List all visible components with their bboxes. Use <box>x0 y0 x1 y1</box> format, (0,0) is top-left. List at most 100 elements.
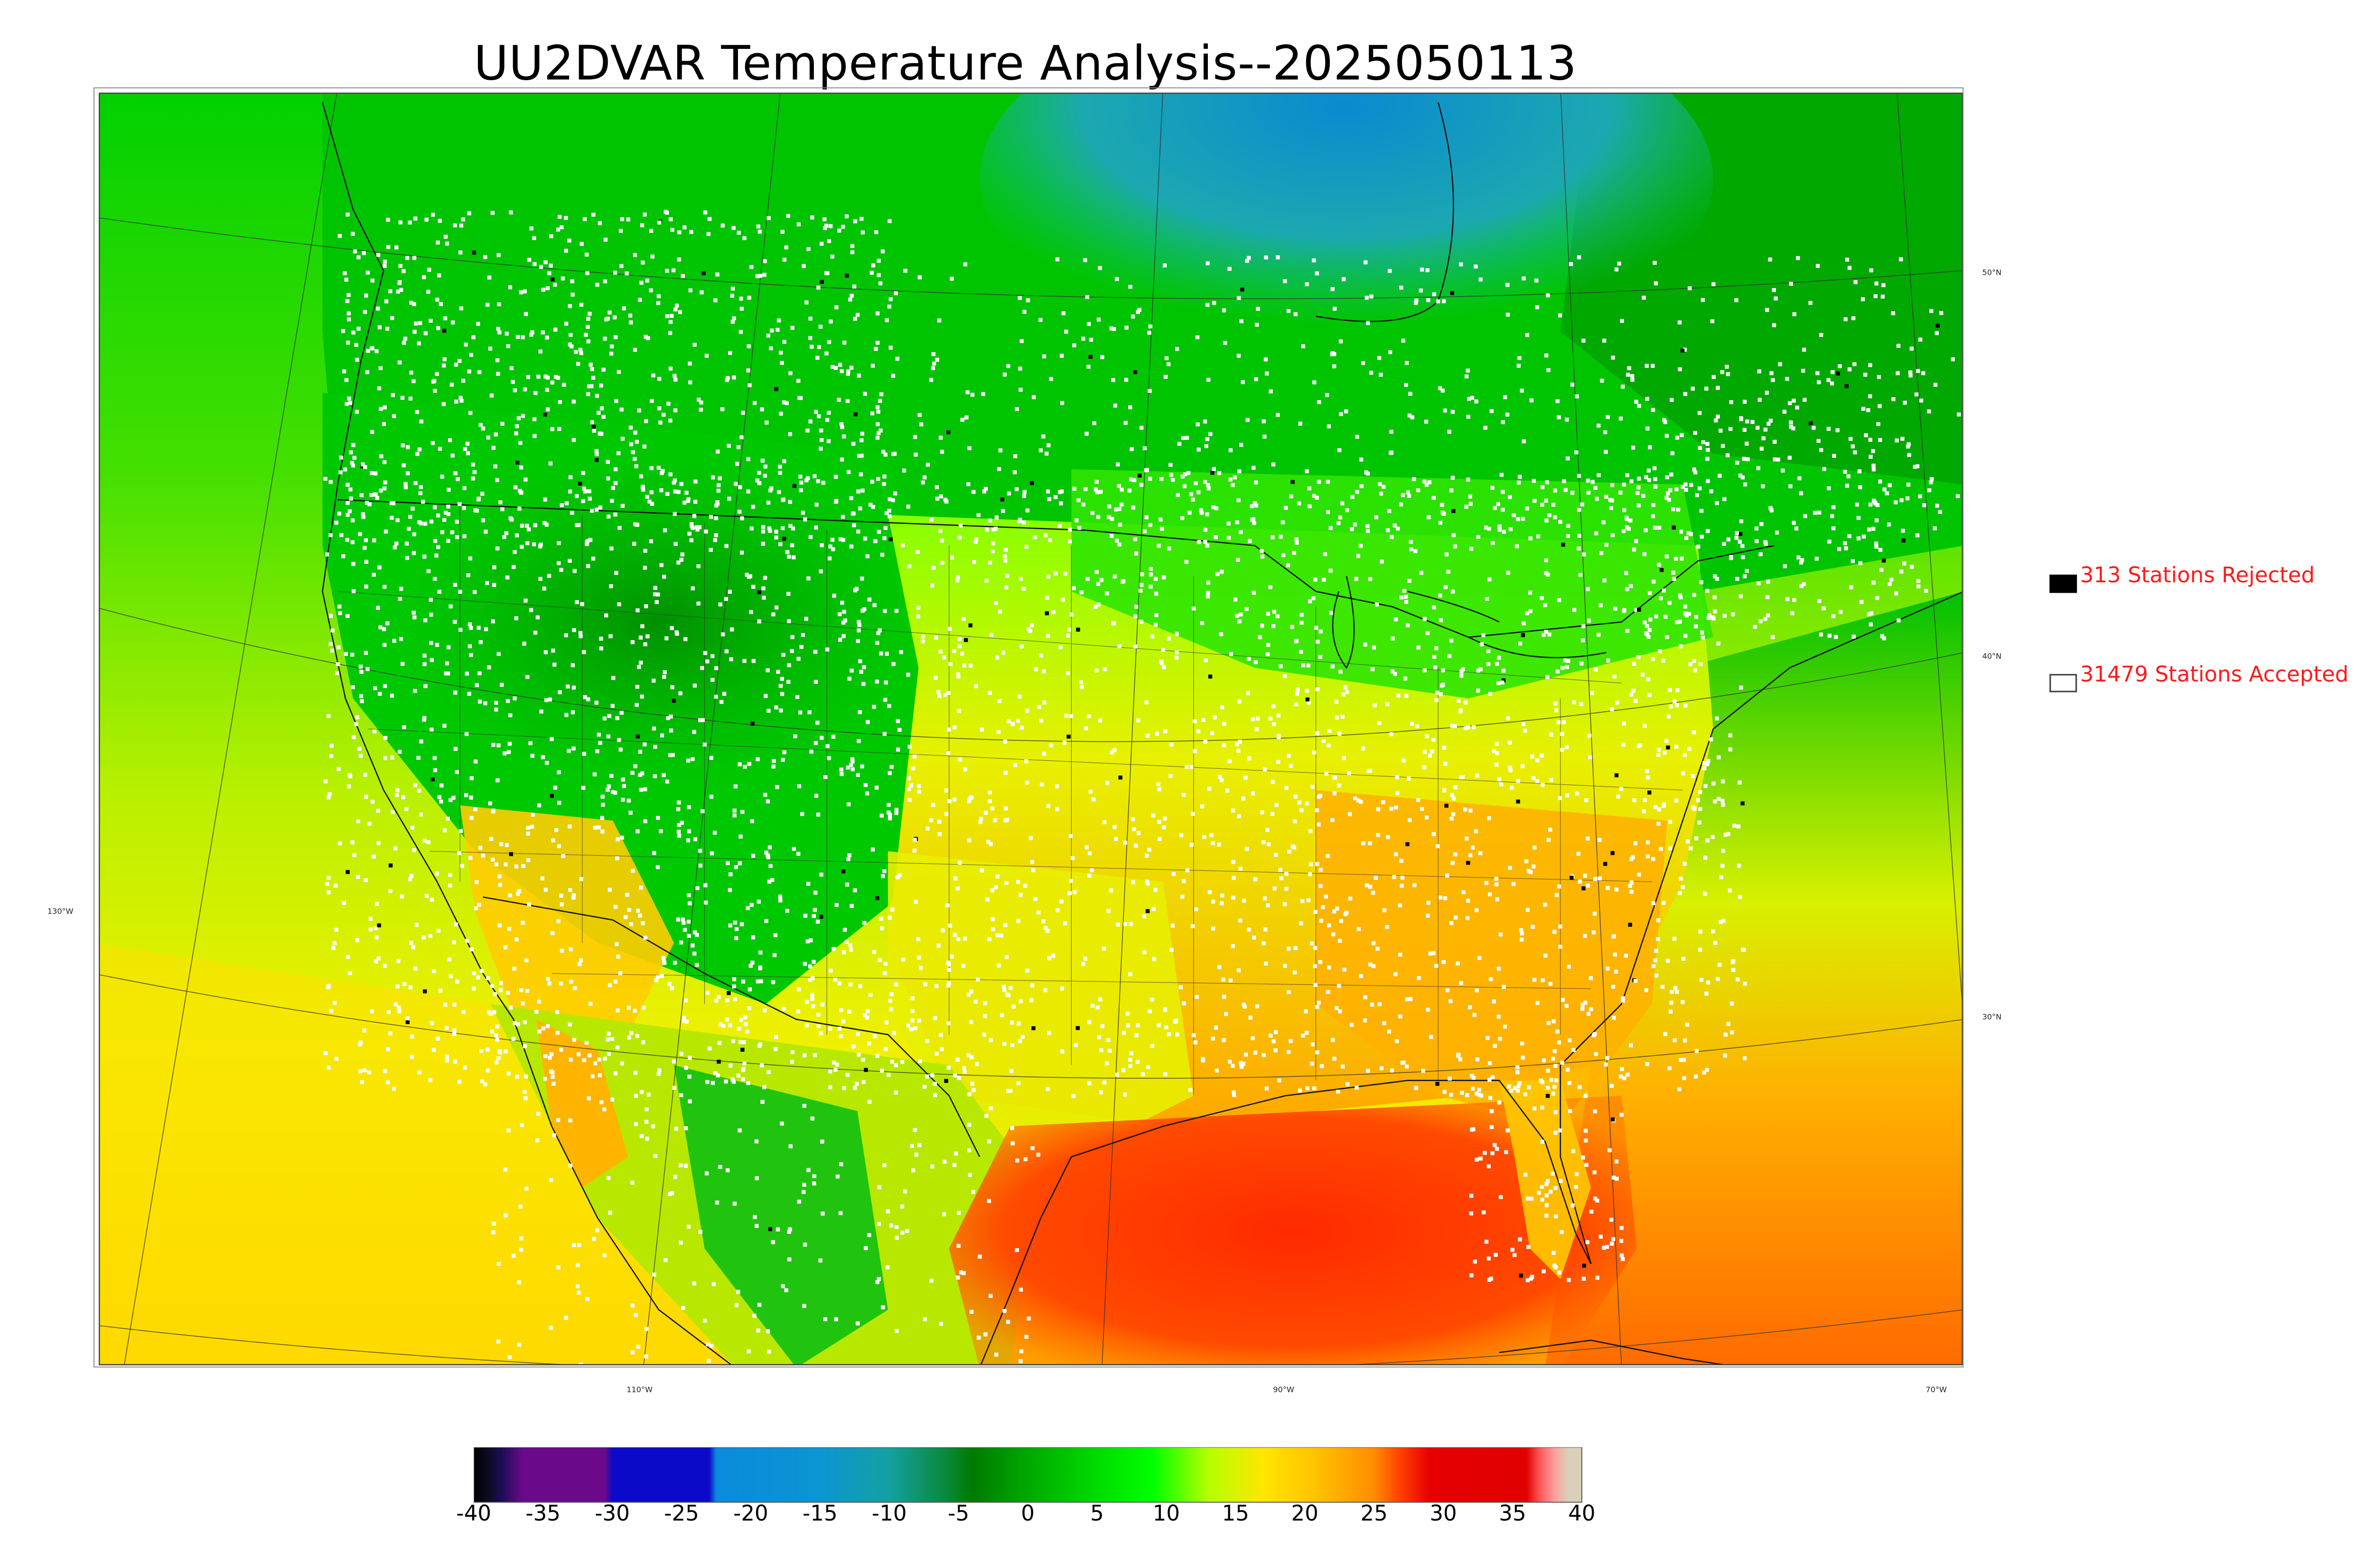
station-marker <box>415 410 419 414</box>
station-marker <box>910 1008 915 1013</box>
station-marker <box>682 1016 686 1020</box>
station-marker <box>673 489 678 494</box>
station-marker <box>1000 497 1004 502</box>
station-marker <box>461 1010 466 1014</box>
station-marker <box>1540 596 1544 600</box>
station-marker <box>734 927 739 932</box>
station-marker <box>914 1152 919 1157</box>
station-marker <box>1022 490 1027 494</box>
station-marker <box>441 402 446 406</box>
station-marker <box>1682 1058 1686 1062</box>
station-marker <box>1490 1075 1495 1079</box>
station-marker <box>681 1306 685 1310</box>
station-marker <box>1337 984 1341 988</box>
station-marker <box>583 695 587 700</box>
station-marker <box>488 346 493 351</box>
station-marker <box>1787 401 1792 405</box>
station-marker <box>786 680 791 684</box>
station-marker <box>778 684 783 688</box>
station-marker <box>1651 901 1656 905</box>
station-marker <box>1099 1090 1103 1094</box>
station-marker <box>719 1022 723 1027</box>
station-marker <box>397 360 402 365</box>
station-marker <box>1247 256 1251 260</box>
station-marker <box>435 372 439 376</box>
station-marker <box>1192 607 1196 611</box>
station-marker <box>1450 793 1454 797</box>
station-marker <box>1055 784 1059 788</box>
station-marker <box>1557 598 1561 602</box>
station-marker <box>774 387 778 392</box>
station-marker <box>1145 854 1149 858</box>
station-marker <box>1901 529 1905 533</box>
station-marker <box>1713 574 1717 579</box>
station-marker <box>738 834 743 839</box>
station-marker <box>599 432 604 436</box>
station-marker <box>809 749 813 754</box>
station-marker <box>1878 479 1882 484</box>
station-marker <box>987 1139 991 1144</box>
station-marker <box>453 223 457 228</box>
station-marker <box>550 1070 555 1075</box>
station-marker <box>635 703 639 707</box>
station-marker <box>762 272 766 277</box>
station-marker <box>348 774 353 779</box>
station-marker <box>1679 644 1683 649</box>
station-marker <box>782 1007 786 1011</box>
station-marker <box>1192 1033 1196 1037</box>
station-marker <box>888 999 892 1003</box>
station-marker <box>1260 549 1264 553</box>
station-marker <box>506 1128 511 1133</box>
station-marker <box>1847 367 1852 372</box>
station-marker <box>1602 578 1607 583</box>
station-marker <box>468 556 473 560</box>
station-marker <box>1621 1257 1625 1261</box>
station-marker <box>335 671 339 675</box>
station-marker <box>1819 632 1823 637</box>
station-marker <box>1849 437 1853 441</box>
station-marker <box>786 592 791 596</box>
station-marker <box>1685 1022 1690 1027</box>
station-marker <box>324 779 328 784</box>
station-marker <box>913 838 917 842</box>
station-marker <box>1018 694 1022 699</box>
station-marker <box>576 1052 581 1056</box>
station-marker <box>1549 1189 1553 1194</box>
station-marker <box>1212 467 1216 471</box>
station-marker <box>1711 781 1716 786</box>
station-marker <box>1475 774 1479 778</box>
station-marker <box>1345 508 1349 513</box>
station-marker <box>1864 433 1868 438</box>
station-marker <box>1495 742 1499 746</box>
station-marker <box>1801 369 1805 373</box>
station-marker <box>512 1253 516 1258</box>
station-marker <box>1239 530 1243 534</box>
station-marker <box>1560 666 1565 670</box>
station-marker <box>564 713 569 717</box>
station-marker <box>541 1026 545 1031</box>
station-marker <box>433 768 437 773</box>
station-marker <box>359 493 364 497</box>
station-marker <box>389 501 394 505</box>
station-marker <box>890 907 895 912</box>
station-marker <box>732 1202 737 1206</box>
station-marker <box>453 583 458 587</box>
station-marker <box>850 250 855 254</box>
station-marker <box>1349 1023 1354 1027</box>
station-marker <box>1592 912 1597 916</box>
station-marker <box>1386 528 1390 532</box>
station-marker <box>1155 731 1159 736</box>
station-marker <box>1315 271 1319 276</box>
station-marker <box>601 803 605 807</box>
station-marker <box>1819 333 1823 337</box>
station-marker <box>1860 297 1865 301</box>
station-marker <box>947 799 952 803</box>
station-marker <box>1326 480 1330 484</box>
station-marker <box>1670 451 1675 456</box>
station-marker <box>1263 357 1268 362</box>
station-marker <box>367 502 372 506</box>
station-marker <box>1552 1085 1557 1089</box>
station-marker <box>1305 282 1309 287</box>
station-marker <box>453 620 457 624</box>
station-marker <box>1651 857 1655 861</box>
